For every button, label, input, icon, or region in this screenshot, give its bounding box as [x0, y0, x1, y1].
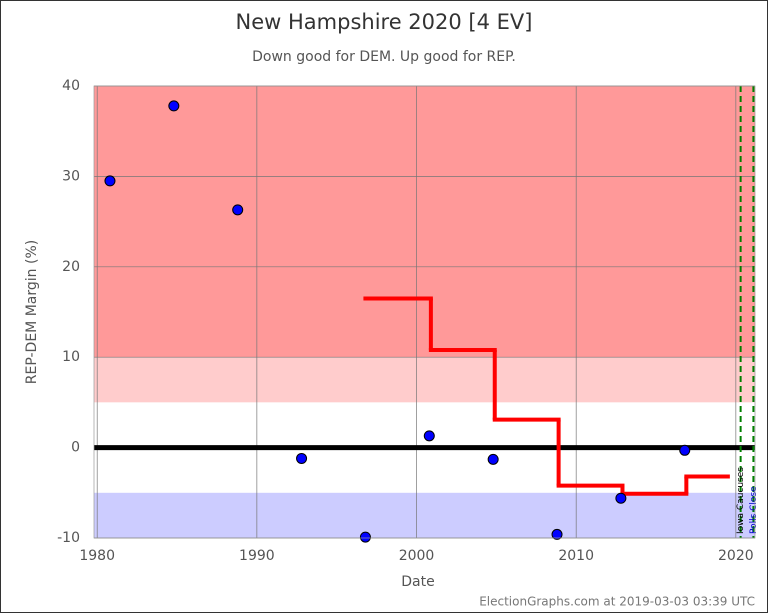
x-tick-label: 1980 — [79, 548, 115, 564]
poll-point — [296, 452, 308, 464]
x-tick-label: 2010 — [558, 548, 594, 564]
x-tick-label: 2000 — [399, 548, 435, 564]
y-tick-label: 30 — [62, 168, 80, 184]
y-tick-label: -10 — [57, 530, 80, 546]
chart-title: New Hampshire 2020 [4 EV] — [236, 10, 533, 34]
band — [94, 357, 755, 403]
y-tick-label: 40 — [62, 78, 80, 94]
marker-label: Iowa Caucuses — [736, 467, 746, 534]
plot-area: -10 0 10 20 30 40 1980 1990 2000 2010 2020 Iowa Cau… — [57, 78, 759, 564]
band — [94, 86, 755, 358]
band — [94, 492, 755, 538]
poll-point — [423, 430, 435, 442]
chart-subtitle: Down good for DEM. Up good for REP. — [252, 49, 516, 65]
poll-point — [551, 528, 563, 540]
y-tick-label: 10 — [62, 349, 80, 365]
y-tick-label: 20 — [62, 259, 80, 275]
y-tick-label: 0 — [71, 440, 80, 456]
poll-point — [615, 492, 627, 504]
poll-point — [104, 175, 116, 187]
poll-point — [679, 444, 691, 456]
marker-label: Polls Close — [749, 486, 759, 534]
poll-point — [487, 453, 499, 465]
x-axis-label: Date — [401, 574, 434, 590]
poll-point — [359, 531, 371, 543]
poll-point — [168, 100, 180, 112]
y-axis-label: REP-DEM Margin (%) — [24, 240, 40, 384]
poll-point — [232, 204, 244, 216]
x-tick-label: 2020 — [718, 548, 754, 564]
plot-border — [93, 85, 756, 539]
x-tick-label: 1990 — [239, 548, 275, 564]
footer: ElectionGraphs.com at 2019-03-03 03:39 U… — [479, 595, 755, 609]
